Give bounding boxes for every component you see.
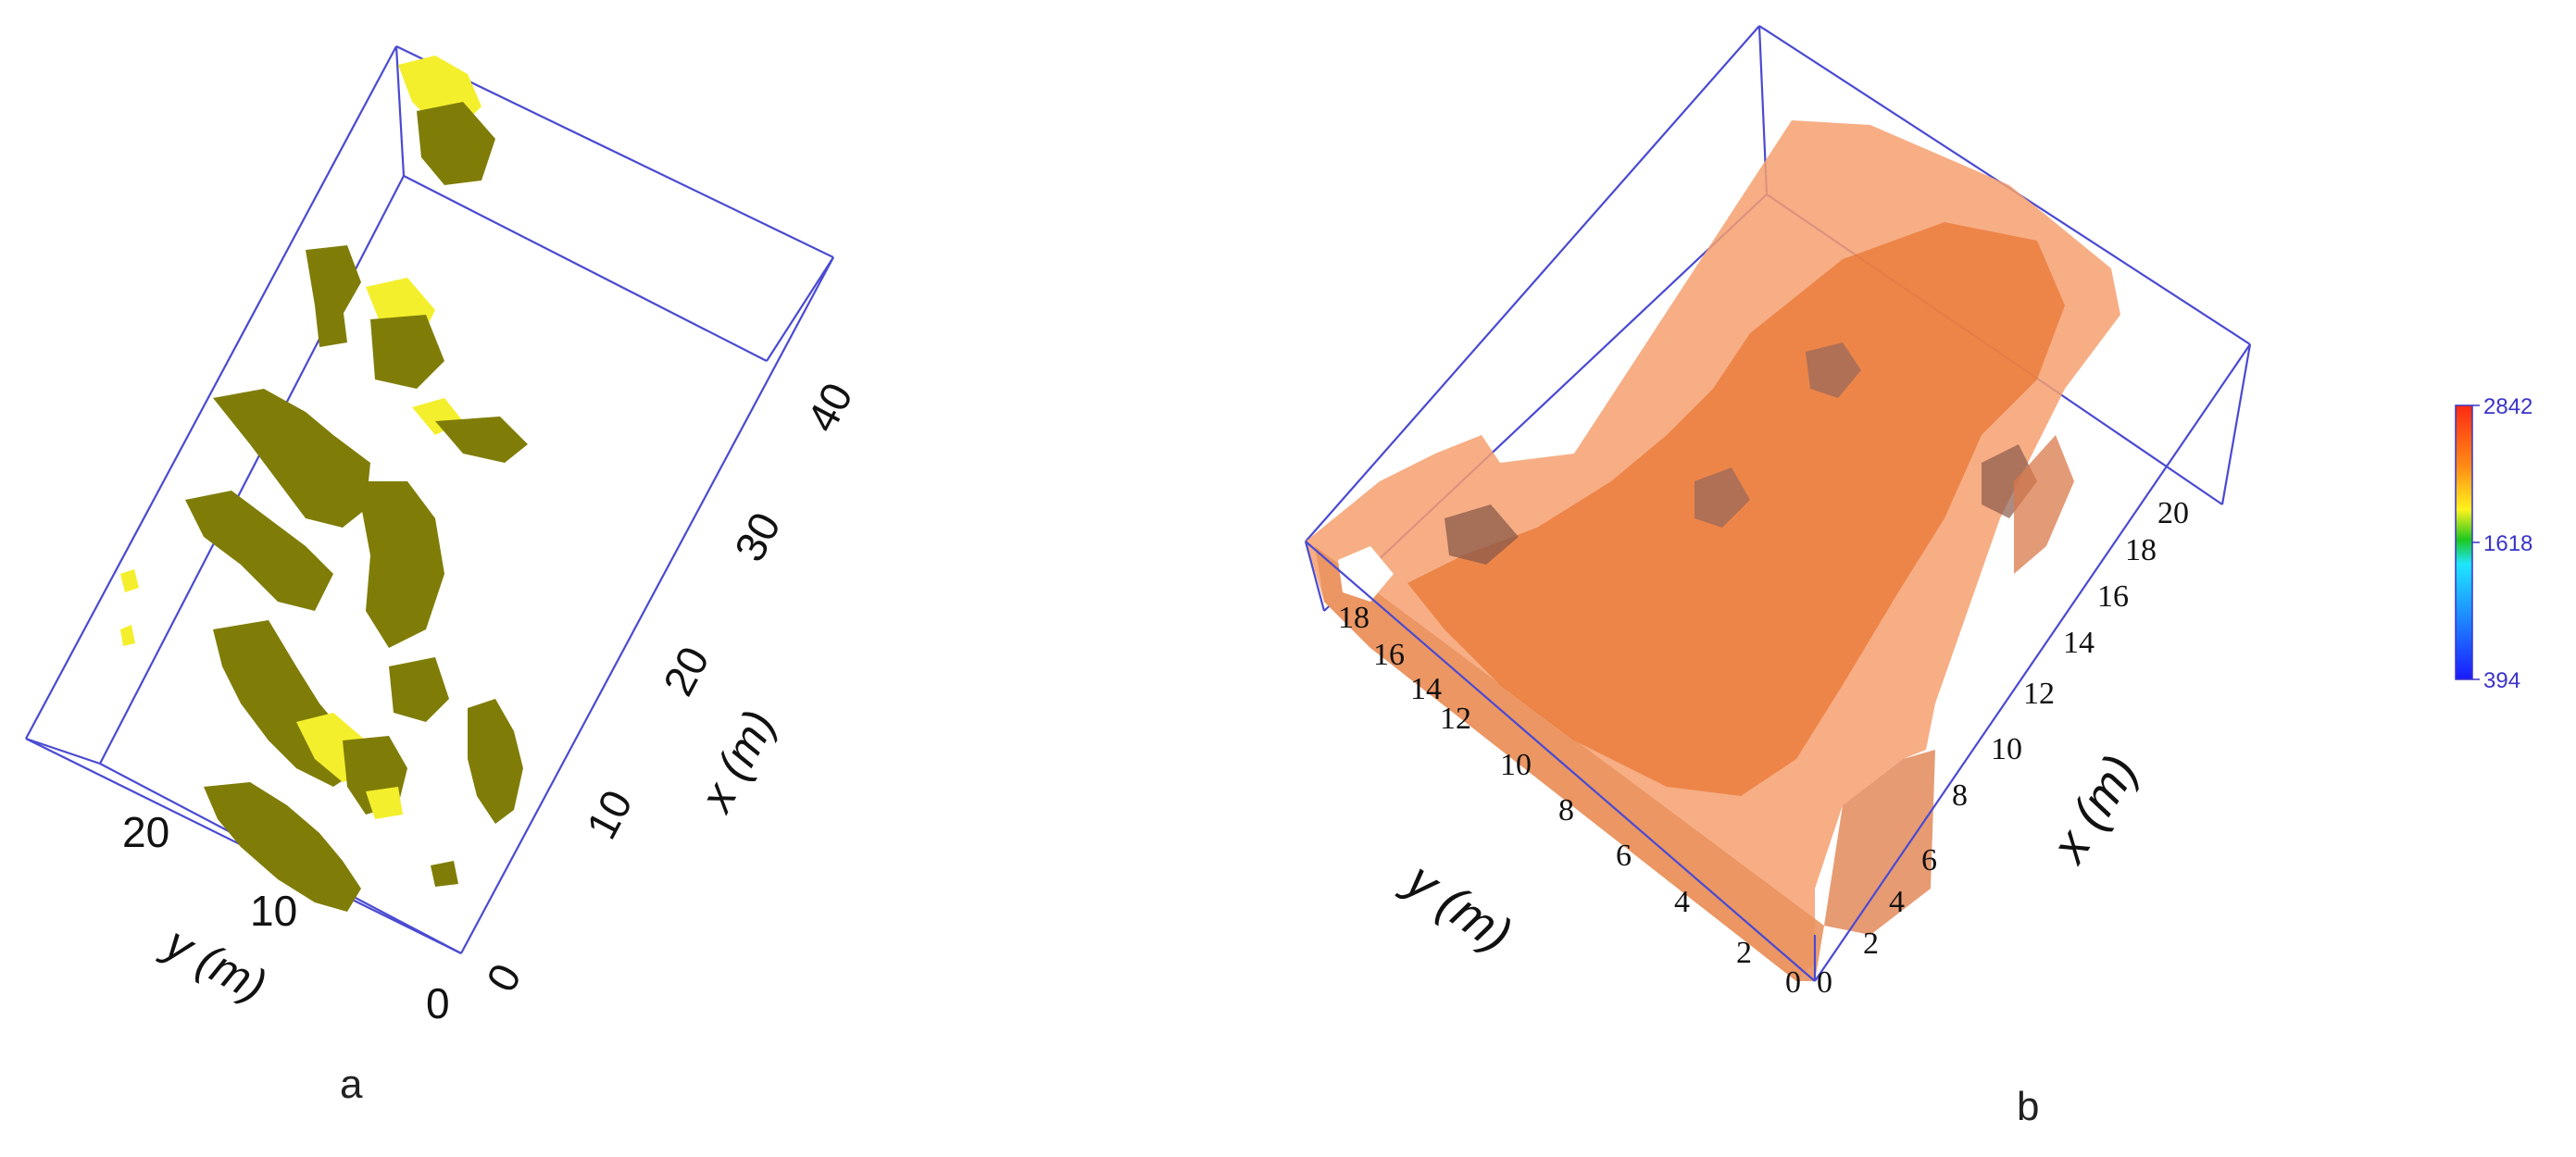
tick-label: 0 — [1785, 965, 1801, 1000]
colorbar: 2842 1618 394 — [2455, 394, 2532, 693]
structure-right-patch — [2014, 435, 2074, 574]
colorbar-gradient — [2455, 404, 2473, 680]
tick-label: 20 — [654, 639, 719, 703]
blob-a-8 — [435, 417, 528, 463]
panel-b-y-axis-label: y (m) — [1394, 850, 1521, 963]
tick-label: 10 — [1991, 732, 2022, 766]
tick-label: 12 — [1440, 702, 1471, 736]
blob-a-11 — [356, 481, 444, 648]
blob-a-18 — [468, 699, 523, 824]
colorbar-mid-label: 1618 — [2483, 531, 2532, 556]
tick-label: 6 — [1616, 839, 1632, 873]
blob-a-12 — [389, 657, 449, 722]
tick-label: 30 — [725, 504, 790, 569]
tick-label: 14 — [1410, 672, 1442, 706]
panel-b: 0 2 4 6 8 10 12 14 16 18 0 2 4 6 8 10 12… — [1304, 25, 2252, 1129]
blob-a-20 — [120, 625, 135, 646]
tick-label: 18 — [1338, 601, 1369, 635]
panel-b-x-ticks: 0 2 4 6 8 10 12 14 16 18 20 — [1817, 496, 2189, 1000]
panel-a-x-ticks: 0 10 20 30 40 — [477, 375, 862, 1000]
panel-b-label: b — [2017, 1084, 2039, 1129]
tick-label: 10 — [250, 887, 297, 935]
blob-a-9 — [213, 389, 370, 528]
structure-dark-3 — [1444, 504, 1519, 565]
panel-a-y-ticks: 0 10 20 — [122, 808, 450, 1027]
tick-label: 10 — [577, 782, 642, 847]
panel-b-frame-front — [1304, 343, 2252, 982]
tick-label: 12 — [2023, 677, 2055, 711]
tick-label: 40 — [797, 375, 862, 440]
blob-a-10 — [185, 491, 333, 611]
panel-a: 0 10 20 30 40 0 10 20 x (m) y (m) a — [25, 45, 862, 1107]
blob-a-6 — [315, 305, 347, 347]
tick-label: 0 — [426, 979, 450, 1027]
panel-b-y-ticks: 0 2 4 6 8 10 12 14 16 18 — [1338, 601, 1801, 1000]
tick-label: 0 — [477, 956, 531, 1000]
colorbar-min-label: 394 — [2483, 668, 2520, 693]
panel-b-structure — [1338, 222, 2074, 796]
blob-a-3 — [306, 245, 361, 315]
blob-a-5 — [370, 315, 444, 389]
panel-b-x-axis-label: x (m) — [2040, 745, 2149, 874]
colorbar-max-label: 2842 — [2483, 394, 2532, 419]
blob-a-16 — [366, 787, 403, 819]
structure-dark-1 — [1806, 342, 1861, 398]
panel-a-x-axis-label: x (m) — [689, 702, 785, 821]
tick-label: 16 — [1373, 638, 1405, 672]
tick-label: 16 — [2097, 579, 2129, 614]
tick-label: 10 — [1500, 748, 1532, 782]
blob-a-21 — [431, 861, 458, 887]
tick-label: 20 — [2157, 496, 2189, 530]
tick-label: 18 — [2125, 533, 2157, 567]
panel-a-label: a — [340, 1062, 363, 1107]
tick-label: 6 — [1921, 843, 1937, 877]
tick-label: 8 — [1952, 778, 1968, 813]
tick-label: 4 — [1889, 885, 1905, 919]
blob-a-17 — [204, 782, 361, 912]
tick-label: 2 — [1736, 936, 1752, 970]
volume-front-face — [1315, 546, 1824, 981]
volume-right-face — [1824, 750, 1935, 935]
tick-label: 14 — [2063, 626, 2095, 660]
blob-a-19 — [120, 569, 139, 592]
structure-hole — [1338, 546, 1394, 602]
tick-label: 2 — [1863, 927, 1879, 961]
structure-dark-2 — [1694, 467, 1750, 528]
panel-a-isosurface — [120, 56, 528, 912]
blob-a-2 — [417, 102, 495, 185]
tick-label: 20 — [122, 808, 169, 856]
tick-label: 4 — [1674, 885, 1690, 919]
tick-label: 8 — [1558, 793, 1574, 827]
tick-label: 0 — [1817, 965, 1832, 1000]
